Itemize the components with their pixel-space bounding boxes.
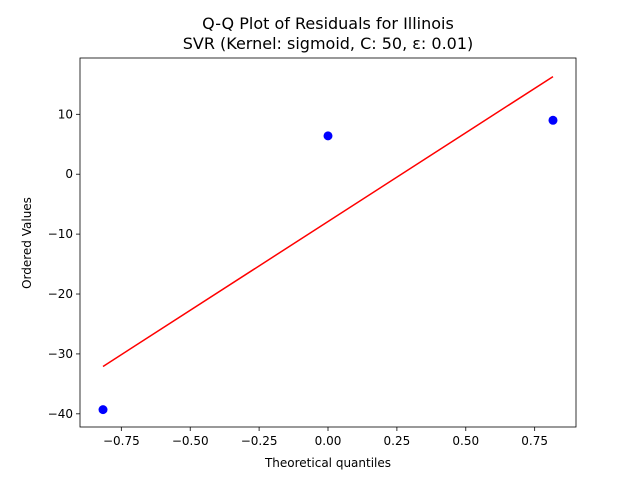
x-tick-label: −0.75 [103, 434, 140, 448]
fit-line [102, 75, 554, 368]
data-point [323, 131, 333, 141]
chart-subtitle: SVR (Kernel: sigmoid, C: 50, ε: 0.01) [183, 34, 474, 53]
data-point [98, 405, 108, 415]
x-tick-label: 0.75 [521, 434, 548, 448]
x-tick-label: −0.25 [241, 434, 278, 448]
y-tick-label: −40 [48, 407, 73, 421]
plot-area: −0.75 −0.50 −0.25 0.00 0.25 0.50 0.75 −40 −30 −20… [48, 57, 577, 448]
y-tick-label: −20 [48, 287, 73, 301]
y-tick-label: 0 [65, 167, 73, 181]
y-tick-label: −10 [48, 227, 73, 241]
axes-frame [79, 57, 577, 428]
x-tick-label: 0.50 [452, 434, 479, 448]
y-tick-label: −30 [48, 347, 73, 361]
x-axis-label: Theoretical quantiles [264, 456, 391, 470]
x-tick-label: −0.50 [172, 434, 209, 448]
y-tick-label: 10 [58, 107, 73, 121]
y-axis-label: Ordered Values [20, 197, 34, 289]
data-point [548, 115, 558, 125]
chart-title: Q-Q Plot of Residuals for Illinois [202, 14, 454, 33]
x-tick-label: 0.25 [384, 434, 411, 448]
x-tick-label: 0.00 [315, 434, 342, 448]
